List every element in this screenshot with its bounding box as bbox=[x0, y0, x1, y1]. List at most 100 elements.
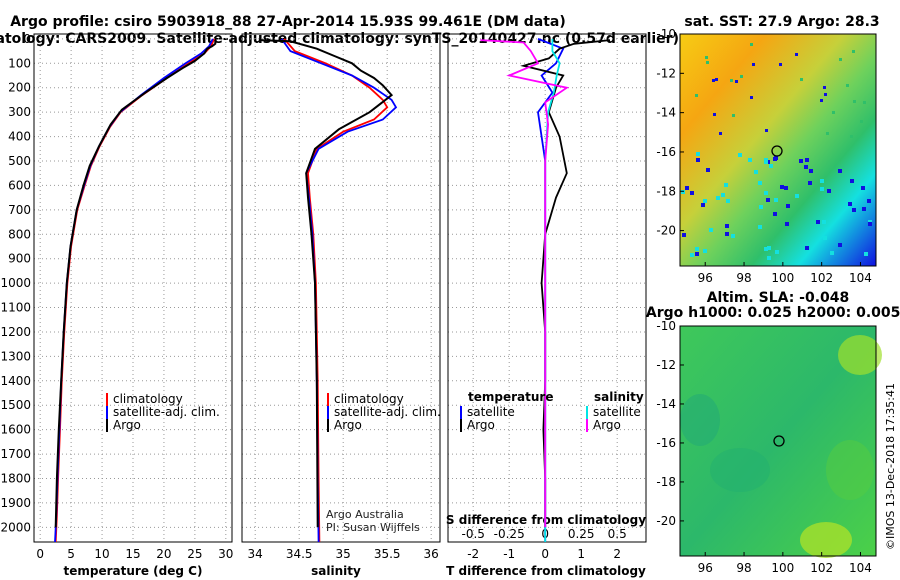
depth-tick-label: 1200 bbox=[0, 325, 31, 339]
depth-tick-label: 1000 bbox=[0, 276, 31, 290]
map-x-tick-label: 96 bbox=[698, 271, 713, 285]
sst-pixel bbox=[703, 249, 707, 253]
legend-temp-satellite: satellite-adj. clim. bbox=[113, 405, 220, 419]
sst-pixel bbox=[832, 111, 835, 114]
sst-pixel bbox=[709, 228, 713, 232]
sst-pixel bbox=[752, 63, 755, 66]
sla-low-2 bbox=[710, 448, 770, 492]
map-y-tick-label: -18 bbox=[656, 475, 676, 489]
sla-map-title-2: Argo h1000: 0.025 h2000: 0.0055 bbox=[646, 305, 900, 321]
sst-pixel bbox=[690, 191, 694, 195]
sst-pixel bbox=[867, 199, 871, 203]
x-tick-label: 25 bbox=[187, 547, 202, 561]
sst-pixel bbox=[716, 196, 720, 200]
sst-pixel bbox=[823, 236, 827, 240]
temp-x-ticks: 0 5 10 15 20 25 30 bbox=[36, 547, 233, 561]
sst-pixel bbox=[804, 165, 808, 169]
legend-diff-temp-satellite: satellite bbox=[467, 405, 515, 419]
depth-tick-label: 1600 bbox=[0, 423, 31, 437]
temp-xlabel: temperature (deg C) bbox=[64, 564, 203, 578]
sst-pixel bbox=[862, 207, 866, 211]
temp-panel-frame bbox=[33, 33, 233, 543]
sst-pixel bbox=[750, 43, 753, 46]
map-y-tick-label: -16 bbox=[656, 436, 676, 450]
map-y-tick-label: -10 bbox=[656, 319, 676, 333]
depth-tick-label: 1800 bbox=[0, 472, 31, 486]
sst-axis-ticks: 96 98 100 102 104 -10 -12 -14 -16 -18 -20 bbox=[656, 27, 872, 285]
sst-pixel bbox=[774, 198, 778, 202]
argo-float-marker-sla bbox=[773, 435, 785, 447]
temp-legend: climatology satellite-adj. clim. Argo bbox=[106, 392, 220, 432]
map-x-tick-label: 102 bbox=[810, 561, 833, 575]
diff-legend: temperature satellite Argo salinity sate… bbox=[460, 390, 644, 432]
sla-high-3 bbox=[826, 440, 874, 500]
x-tick-label: -2 bbox=[467, 547, 479, 561]
sst-pixel bbox=[769, 164, 773, 168]
sst-pixel bbox=[735, 80, 738, 83]
map-y-tick-label: -20 bbox=[656, 514, 676, 528]
sst-pixel bbox=[820, 99, 823, 102]
sst-pixel bbox=[696, 158, 700, 162]
depth-tick-label: 100 bbox=[8, 56, 31, 70]
sal-xlabel: salinity bbox=[311, 564, 361, 578]
sst-pixel bbox=[852, 50, 855, 53]
sst-pixel bbox=[868, 222, 872, 226]
sst-pixel bbox=[719, 132, 722, 135]
sst-pixel bbox=[682, 233, 686, 237]
sst-pixel bbox=[705, 56, 708, 59]
sst-pixel bbox=[805, 158, 809, 162]
map-y-tick-label: -16 bbox=[656, 145, 676, 159]
sst-pixel bbox=[784, 186, 788, 190]
sst-pixel bbox=[731, 234, 735, 238]
sal-x-ticks: 34 34.5 35 35.5 36 bbox=[248, 547, 439, 561]
depth-tick-label: 0 bbox=[23, 32, 31, 46]
sst-speckle bbox=[681, 43, 872, 260]
sla-map: 96 98 100 102 104 -10 -12 -14 -16 -18 -20 bbox=[656, 319, 882, 575]
x-tick-label: 0 bbox=[36, 547, 44, 561]
legend-temp-climatology: climatology bbox=[113, 392, 183, 406]
x-tick-label: 35.5 bbox=[374, 547, 401, 561]
legend-temp-title: temperature bbox=[468, 390, 553, 404]
diff-xlabel: T difference from climatology bbox=[446, 564, 646, 578]
temp-satellite-line bbox=[54, 38, 214, 542]
sst-pixel bbox=[724, 183, 728, 187]
sst-pixel bbox=[740, 75, 743, 78]
depth-tick-label: 500 bbox=[8, 154, 31, 168]
sst-pixel bbox=[820, 187, 824, 191]
sst-map-title: sat. SST: 27.9 Argo: 28.3 bbox=[684, 14, 879, 30]
map-x-tick-label: 104 bbox=[849, 561, 872, 575]
map-x-tick-label: 102 bbox=[810, 271, 833, 285]
sst-pixel bbox=[681, 190, 685, 194]
sst-pixel bbox=[799, 159, 803, 163]
sst-pixel bbox=[861, 186, 865, 190]
map-x-tick-label: 98 bbox=[736, 271, 751, 285]
sal-panel-frame bbox=[241, 33, 441, 543]
sst-frame bbox=[679, 33, 877, 267]
sst-pixel bbox=[764, 191, 768, 195]
depth-tick-label: 400 bbox=[8, 130, 31, 144]
depth-tick-label: 300 bbox=[8, 105, 31, 119]
diff-top-x-ticks: -0.5 -0.25 0 0.25 0.5 bbox=[461, 527, 626, 541]
x-tick-label: 2 bbox=[613, 547, 621, 561]
sst-pixel bbox=[750, 96, 753, 99]
sst-pixel bbox=[767, 256, 771, 260]
depth-tick-label: 900 bbox=[8, 252, 31, 266]
top-x-tick-label: 0.25 bbox=[568, 527, 595, 541]
sst-pixel bbox=[827, 189, 831, 193]
depth-tick-label: 600 bbox=[8, 178, 31, 192]
sst-pixel bbox=[701, 203, 705, 207]
x-tick-label: 34.5 bbox=[286, 547, 313, 561]
map-x-tick-label: 100 bbox=[771, 561, 794, 575]
sst-pixel bbox=[805, 246, 809, 250]
map-x-tick-label: 96 bbox=[698, 561, 713, 575]
sst-pixel bbox=[860, 120, 863, 123]
x-tick-label: 5 bbox=[67, 547, 75, 561]
sst-pixel bbox=[726, 199, 730, 203]
sla-low-1 bbox=[680, 394, 720, 446]
sst-pixel bbox=[712, 79, 715, 82]
sst-pixel bbox=[732, 114, 735, 117]
sst-pixel bbox=[838, 169, 842, 173]
diff-panel-frame bbox=[447, 33, 647, 543]
sst-pixel bbox=[795, 194, 799, 198]
